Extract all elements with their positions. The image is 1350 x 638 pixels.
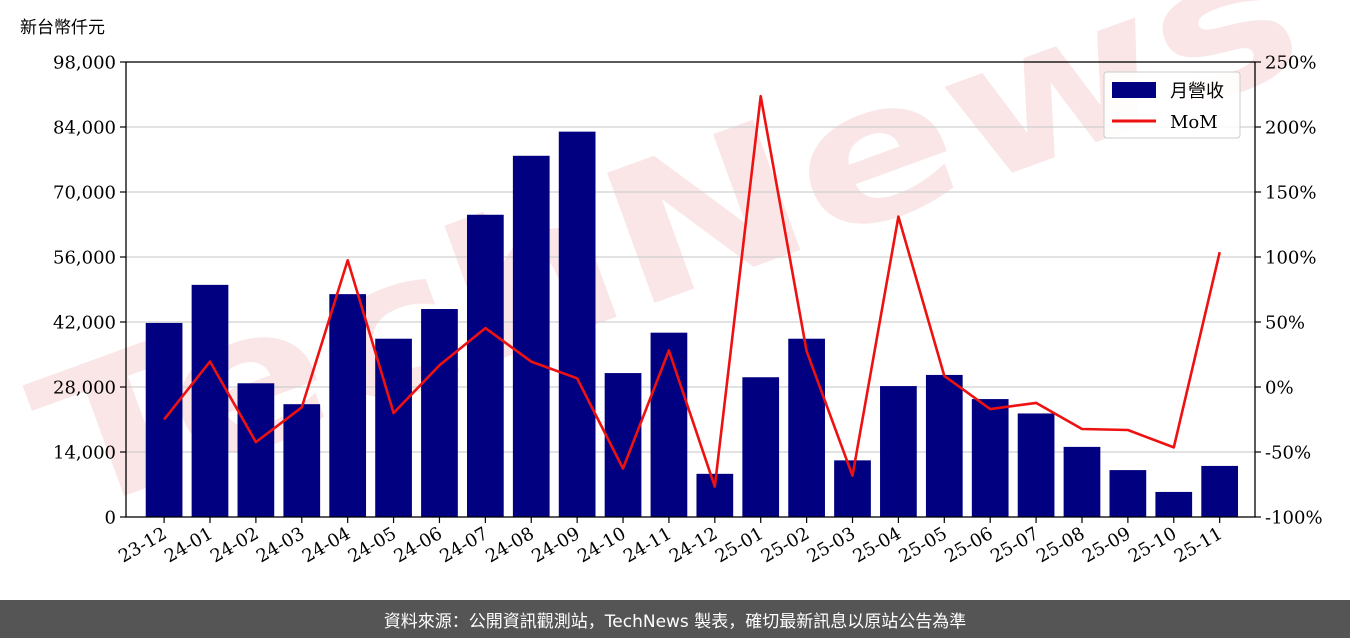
x-tick-label: 25-03: [804, 523, 859, 567]
bar-25-08: [1063, 446, 1101, 517]
right-tick-label: -50%: [1265, 443, 1311, 464]
left-tick-label: 42,000: [53, 313, 116, 334]
bar-25-07: [1017, 413, 1055, 517]
bar-24-06: [421, 309, 458, 517]
bar-25-11: [1201, 465, 1239, 517]
x-tick-label: 24-06: [391, 523, 446, 567]
x-tick-label: 24-11: [620, 523, 675, 567]
right-tick-label: 250%: [1265, 53, 1316, 74]
mom-line: [163, 94, 1221, 488]
legend-bar-swatch: [1112, 82, 1156, 98]
x-tick-label: 24-02: [207, 523, 262, 567]
x-tick-label: 25-08: [1033, 523, 1088, 567]
left-axis: 0 14,000 28,000 42,000 56,000 70,000 84,000 98,…: [53, 53, 126, 529]
x-tick-label: 24-09: [528, 523, 583, 567]
x-axis: 23-1224-0124-0224-0324-0424-0524-0624-07…: [115, 517, 1226, 567]
bar-24-03: [283, 404, 321, 517]
bar-25-09: [1109, 470, 1147, 517]
left-tick-label: 28,000: [53, 378, 116, 399]
x-tick-label: 24-03: [253, 523, 308, 567]
right-tick-label: 200%: [1265, 118, 1316, 139]
right-tick-label: 150%: [1265, 183, 1316, 204]
bar-24-09: [558, 131, 596, 517]
x-tick-label: 25-06: [941, 523, 996, 567]
bar-24-05: [375, 338, 412, 517]
left-tick-label: 14,000: [53, 443, 116, 464]
y-axis-unit-label: 新台幣仟元: [20, 18, 105, 38]
left-tick-label: 0: [105, 508, 116, 529]
x-tick-label: 24-08: [482, 523, 537, 567]
x-tick-label: 25-11: [1171, 523, 1226, 567]
bar-23-12: [145, 322, 183, 517]
left-tick-label: 98,000: [53, 53, 116, 74]
line-series: [163, 94, 1221, 488]
chart: TechNews 014,00028,00042,00056,00070,000…: [8, 0, 1326, 567]
right-tick-label: 0%: [1265, 378, 1294, 399]
bar-25-04: [880, 386, 917, 517]
plot-frame: [125, 61, 1256, 518]
bar-25-10: [1155, 491, 1193, 517]
bar-24-11: [650, 332, 688, 517]
legend-label-mom: MoM: [1170, 112, 1218, 133]
legend-label-revenue: 月營收: [1170, 81, 1224, 102]
bar-24-02: [237, 383, 275, 517]
x-tick-label: 24-07: [436, 523, 491, 567]
bar-24-01: [191, 284, 229, 517]
x-tick-label: 24-05: [345, 523, 400, 567]
x-tick-label: 25-01: [712, 523, 767, 567]
bar-25-02: [788, 338, 825, 517]
left-tick-label: 56,000: [53, 248, 116, 269]
x-tick-label: 24-12: [666, 523, 721, 567]
x-tick-label: 25-10: [1125, 523, 1180, 567]
left-tick-label: 84,000: [53, 118, 116, 139]
bar-series: [145, 131, 1239, 518]
bar-25-01: [742, 377, 780, 517]
x-tick-label: 25-07: [987, 523, 1042, 567]
x-tick-label: 25-02: [758, 523, 813, 567]
right-tick-label: 50%: [1265, 313, 1305, 334]
x-tick-label: 25-04: [849, 523, 904, 567]
bar-25-05: [925, 374, 963, 517]
legend: 月營收 MoM: [1103, 71, 1241, 139]
left-tick-label: 70,000: [53, 183, 116, 204]
bar-24-07: [466, 214, 504, 517]
bar-25-06: [971, 399, 1009, 517]
x-tick-label: 24-04: [299, 523, 354, 567]
x-tick-label: 24-10: [574, 523, 629, 567]
bar-24-08: [512, 155, 550, 518]
right-tick-label: 100%: [1265, 248, 1316, 269]
right-axis: -100% -50% 0% 50% 100% 150% 200% 250%: [1255, 53, 1323, 529]
x-tick-label: 25-09: [1079, 523, 1134, 567]
source-footer: 資料來源：公開資訊觀測站，TechNews 製表，確切最新訊息以原站公告為準: [0, 600, 1350, 638]
right-tick-label: -100%: [1265, 508, 1323, 529]
bar-24-04: [329, 294, 367, 517]
x-tick-label: 24-01: [161, 523, 216, 567]
x-tick-label: 25-05: [895, 523, 950, 567]
